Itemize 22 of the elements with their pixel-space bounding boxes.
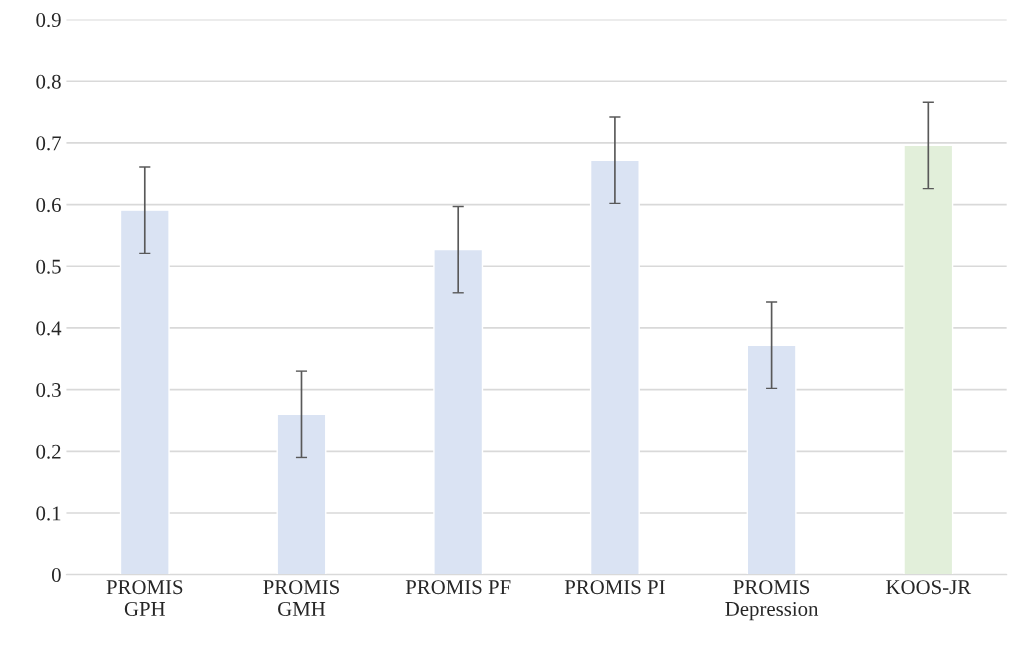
- y-tick-label: 0.5: [36, 259, 61, 274]
- y-tick-label: 0.8: [36, 74, 61, 89]
- x-tick-label: KOOS-JR: [886, 580, 972, 595]
- y-tick-label: 0.6: [36, 197, 61, 213]
- y-tick-label: 0.4: [36, 321, 62, 336]
- y-tick-label: 0: [51, 568, 61, 583]
- x-tick-label: PROMIS Depression: [725, 580, 819, 621]
- x-tick-label: PROMIS PI: [564, 580, 665, 595]
- bar: [903, 144, 954, 575]
- y-tick-label: 0.7: [36, 136, 61, 151]
- x-tick-label: PROMIS PF: [405, 580, 511, 595]
- bar: [746, 344, 797, 575]
- x-tick-label: PROMIS GPH: [106, 580, 183, 616]
- bar: [589, 159, 640, 575]
- y-tick-label: 0.9: [36, 12, 61, 28]
- y-tick-label: 0.1: [36, 506, 61, 521]
- bar: [433, 248, 484, 575]
- y-tick-label: 0.2: [36, 444, 61, 459]
- bar: [119, 209, 170, 575]
- bar: [276, 413, 327, 575]
- x-tick-label: PROMIS GMH: [263, 580, 339, 616]
- y-tick-label: 0.3: [36, 383, 61, 398]
